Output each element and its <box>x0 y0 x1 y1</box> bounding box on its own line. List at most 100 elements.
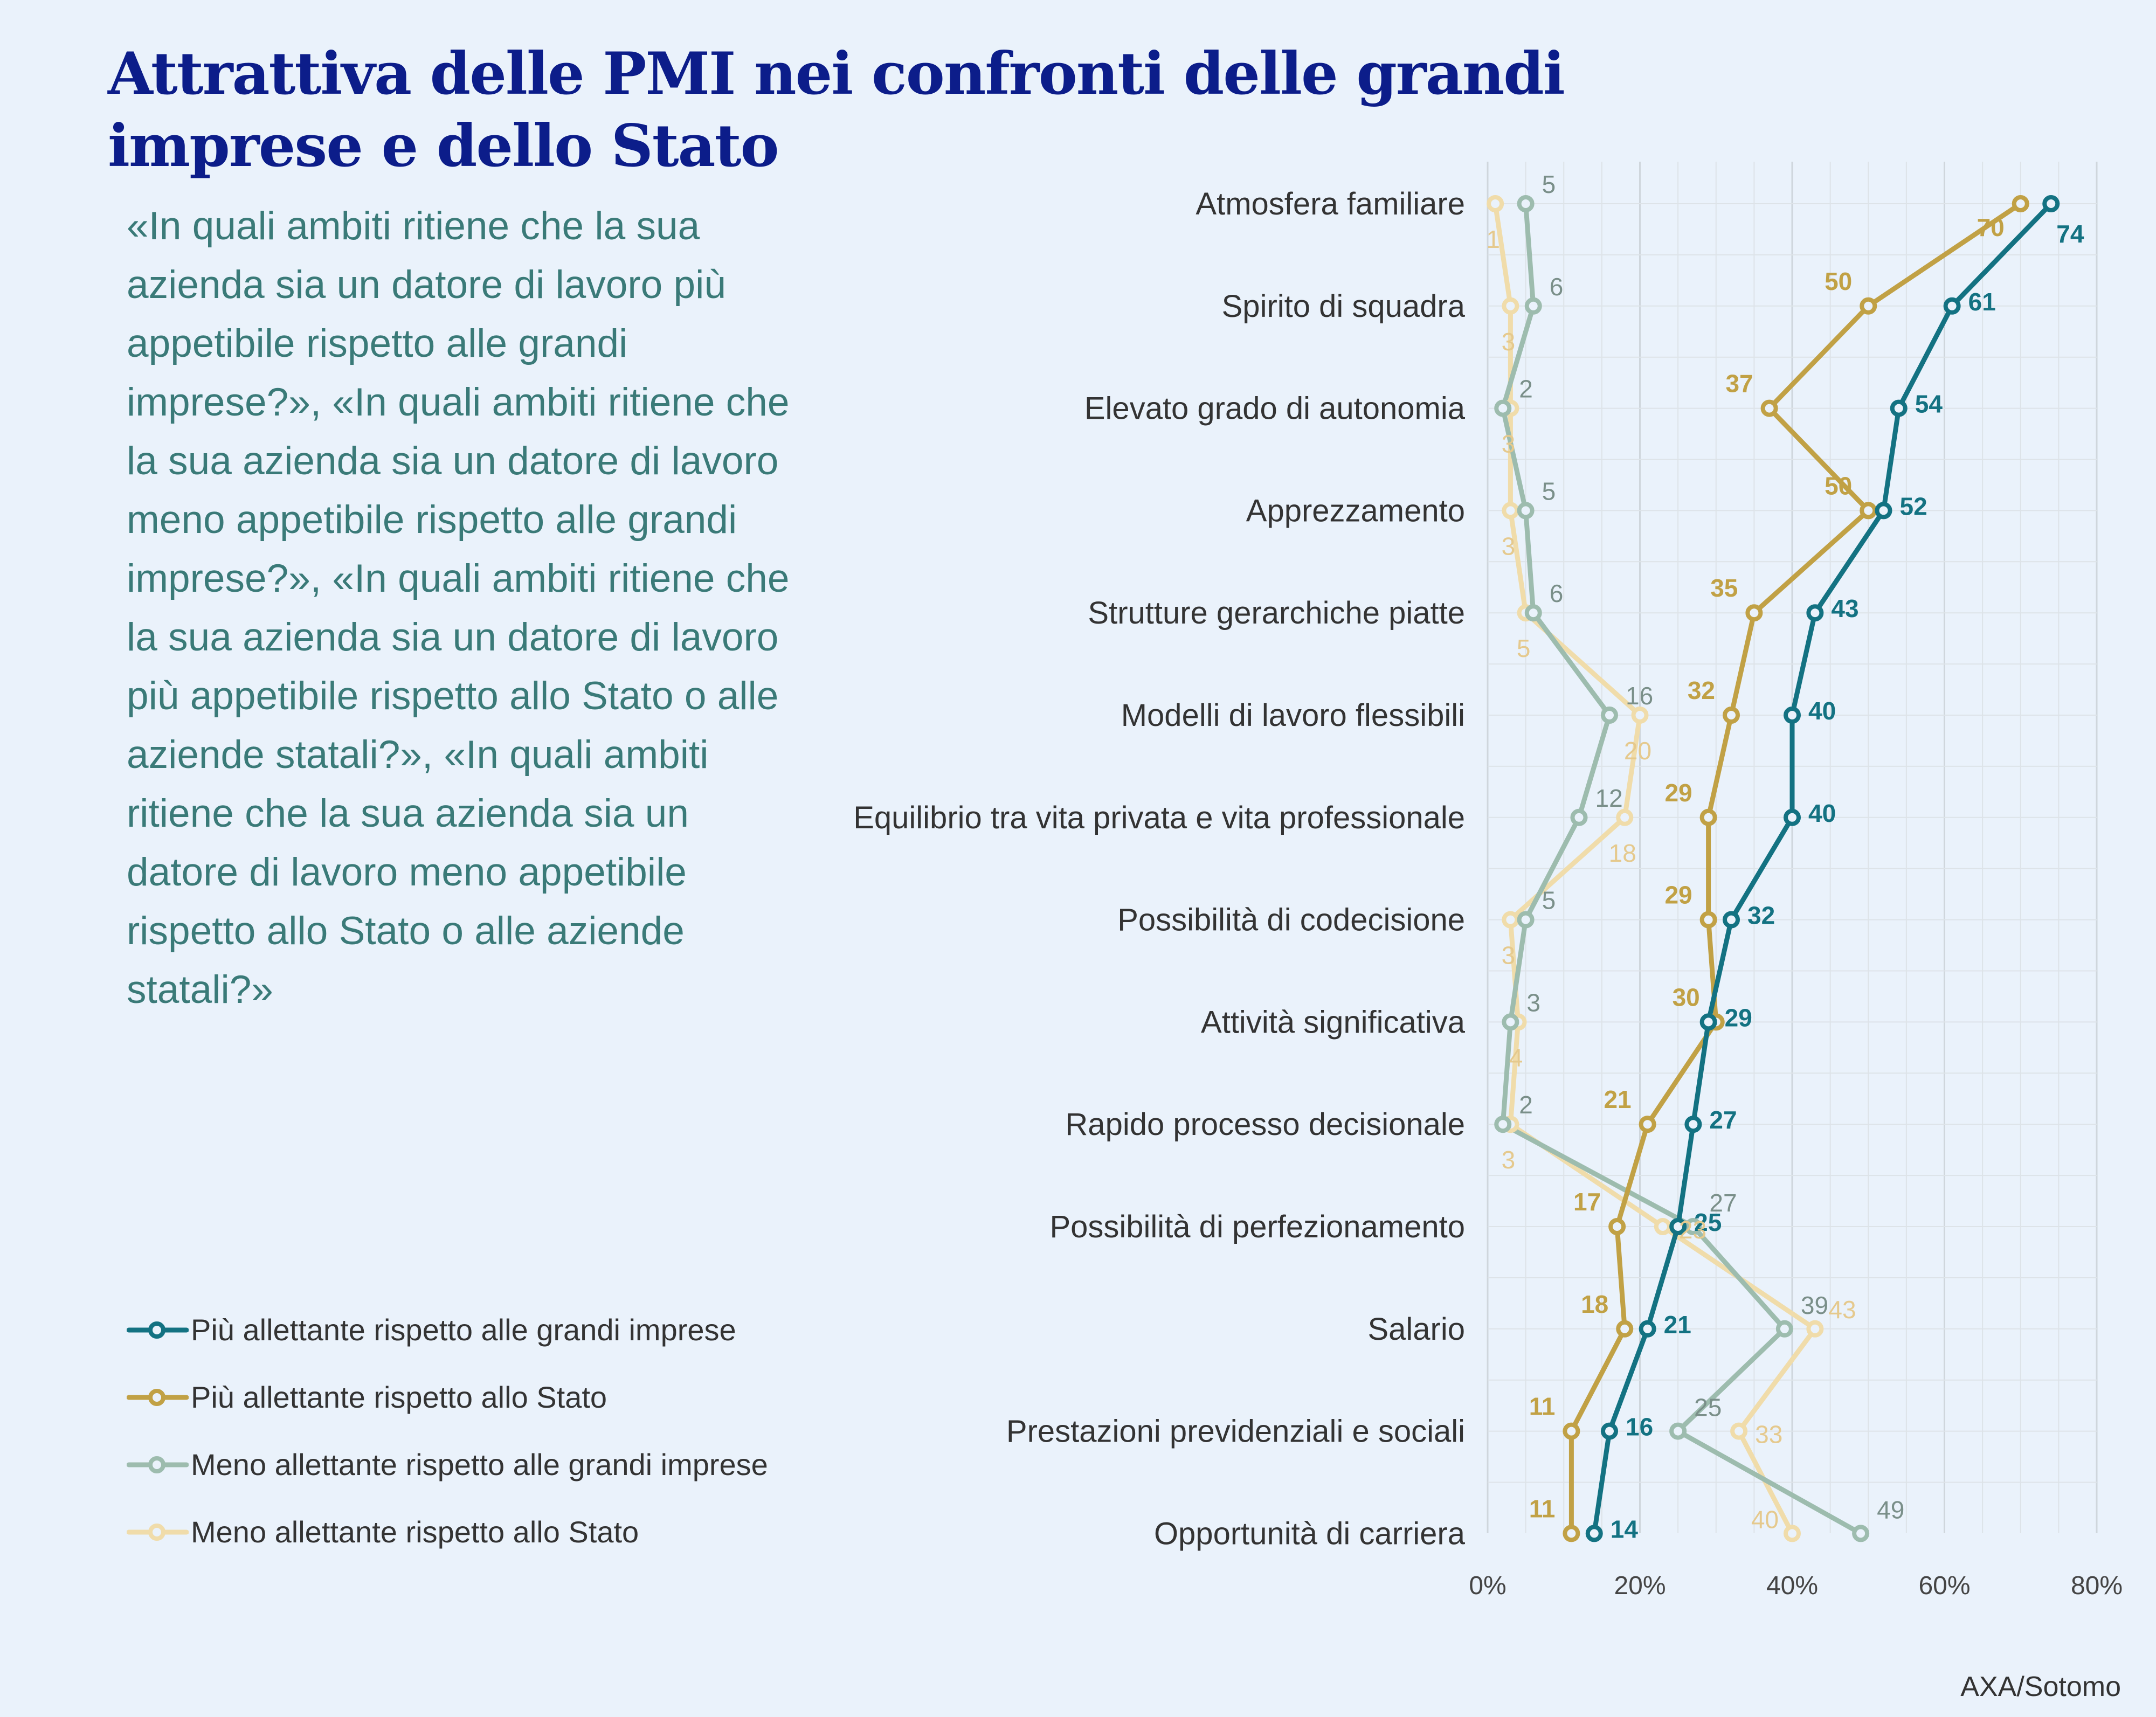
data-point <box>1860 502 1877 520</box>
data-point <box>1616 808 1634 826</box>
data-label: 61 <box>1968 288 1996 316</box>
data-point <box>1502 1013 1519 1031</box>
data-label: 20 <box>1624 737 1651 765</box>
data-label: 50 <box>1825 472 1852 500</box>
data-label: 12 <box>1595 784 1623 812</box>
data-point <box>1806 604 1824 622</box>
x-tick-label: 0% <box>1469 1571 1506 1600</box>
chart-legend: Più allettante rispetto alle grandi impr… <box>127 1296 827 1566</box>
data-point <box>1639 1116 1656 1133</box>
data-label: 25 <box>1694 1394 1722 1422</box>
data-point <box>1730 1422 1748 1440</box>
data-label: 17 <box>1573 1188 1601 1216</box>
data-label: 37 <box>1725 370 1753 398</box>
data-point <box>1775 1320 1793 1338</box>
data-label: 3 <box>1502 941 1516 970</box>
data-point <box>1890 399 1908 417</box>
data-label: 6 <box>1550 579 1564 607</box>
data-label: 32 <box>1747 902 1775 930</box>
data-label: 6 <box>1550 273 1564 301</box>
data-label: 3 <box>1502 1146 1516 1174</box>
x-tick-label: 60% <box>1918 1571 1970 1600</box>
legend-swatch-icon <box>127 1321 189 1339</box>
data-point <box>1699 808 1717 826</box>
data-label: 50 <box>1825 267 1852 295</box>
data-label: 18 <box>1609 839 1636 867</box>
data-point <box>2042 195 2060 212</box>
data-label: 21 <box>1664 1311 1691 1339</box>
data-point <box>1760 399 1778 417</box>
data-point <box>1875 502 1892 520</box>
data-point <box>1639 1320 1656 1338</box>
legend-swatch-icon <box>127 1388 189 1406</box>
data-point <box>1517 911 1535 929</box>
data-label: 40 <box>1808 799 1836 827</box>
survey-question: «In quali ambiti ritiene che la sua azie… <box>127 204 790 1012</box>
x-tick-label: 80% <box>2071 1571 2123 1600</box>
data-point <box>1502 297 1519 315</box>
data-point <box>1502 911 1519 929</box>
data-point <box>1524 297 1542 315</box>
data-point <box>1654 1218 1671 1235</box>
data-label: 70 <box>1977 213 2005 241</box>
x-tick-label: 20% <box>1614 1571 1666 1600</box>
data-label: 18 <box>1581 1290 1608 1318</box>
data-point <box>1487 195 1504 212</box>
data-label: 54 <box>1915 390 1943 418</box>
data-point <box>1570 808 1588 826</box>
category-label: Spirito di squadra <box>1222 289 1466 324</box>
category-label: Equilibrio tra vita privata e vita profe… <box>853 800 1465 835</box>
data-label: 3 <box>1526 988 1540 1016</box>
category-label: Atmosfera familiare <box>1196 186 1465 221</box>
data-label: 16 <box>1626 1413 1653 1441</box>
data-label: 3 <box>1502 532 1516 560</box>
data-point <box>1669 1218 1687 1235</box>
data-label: 29 <box>1664 881 1692 909</box>
data-point <box>1784 707 1801 724</box>
data-point <box>2012 195 2029 212</box>
data-point <box>1723 707 1740 724</box>
category-label: Salario <box>1367 1312 1465 1347</box>
data-point <box>1745 604 1763 622</box>
category-label: Rapido processo decisionale <box>1065 1107 1465 1142</box>
legend-swatch-icon <box>127 1456 189 1473</box>
data-label: 5 <box>1542 477 1556 505</box>
data-label: 3 <box>1502 430 1516 458</box>
data-point <box>1563 1525 1580 1542</box>
data-label: 14 <box>1611 1515 1639 1543</box>
category-label: Apprezzamento <box>1246 493 1465 528</box>
data-point <box>1517 502 1535 520</box>
data-label: 25 <box>1694 1208 1722 1236</box>
legend-item: Meno allettante rispetto alle grandi imp… <box>127 1431 827 1498</box>
data-label: 5 <box>1542 887 1556 915</box>
category-label: Possibilità di perfezionamento <box>1049 1209 1465 1244</box>
source-credit: AXA/Sotomo <box>1960 1671 2121 1702</box>
data-label: 35 <box>1710 574 1738 602</box>
data-point <box>1684 1218 1702 1235</box>
data-label: 1 <box>1486 225 1500 253</box>
data-point <box>1616 1320 1634 1338</box>
data-label: 33 <box>1755 1421 1782 1449</box>
category-label: Modelli di lavoro flessibili <box>1121 698 1465 733</box>
data-label: 11 <box>1529 1393 1556 1421</box>
data-point <box>1806 1320 1824 1338</box>
data-point <box>1517 195 1535 212</box>
legend-label: Meno allettante rispetto alle grandi imp… <box>191 1448 768 1481</box>
category-label: Elevato grado di autonomia <box>1084 391 1466 426</box>
data-label: 11 <box>1529 1494 1556 1522</box>
data-point <box>1699 911 1717 929</box>
legend-item: Più allettante rispetto alle grandi impr… <box>127 1296 827 1363</box>
series-line <box>1492 201 1818 1536</box>
data-label: 39 <box>1801 1291 1828 1319</box>
data-point <box>1631 707 1649 724</box>
data-label: 49 <box>1877 1496 1904 1524</box>
data-label: 5 <box>1517 634 1531 662</box>
legend-swatch-icon <box>127 1523 189 1541</box>
data-point <box>1684 1116 1702 1133</box>
data-label: 4 <box>1509 1043 1523 1071</box>
data-point <box>1943 297 1961 315</box>
data-label: 29 <box>1725 1003 1752 1031</box>
data-label: 40 <box>1751 1505 1779 1533</box>
data-label: 29 <box>1664 779 1692 807</box>
